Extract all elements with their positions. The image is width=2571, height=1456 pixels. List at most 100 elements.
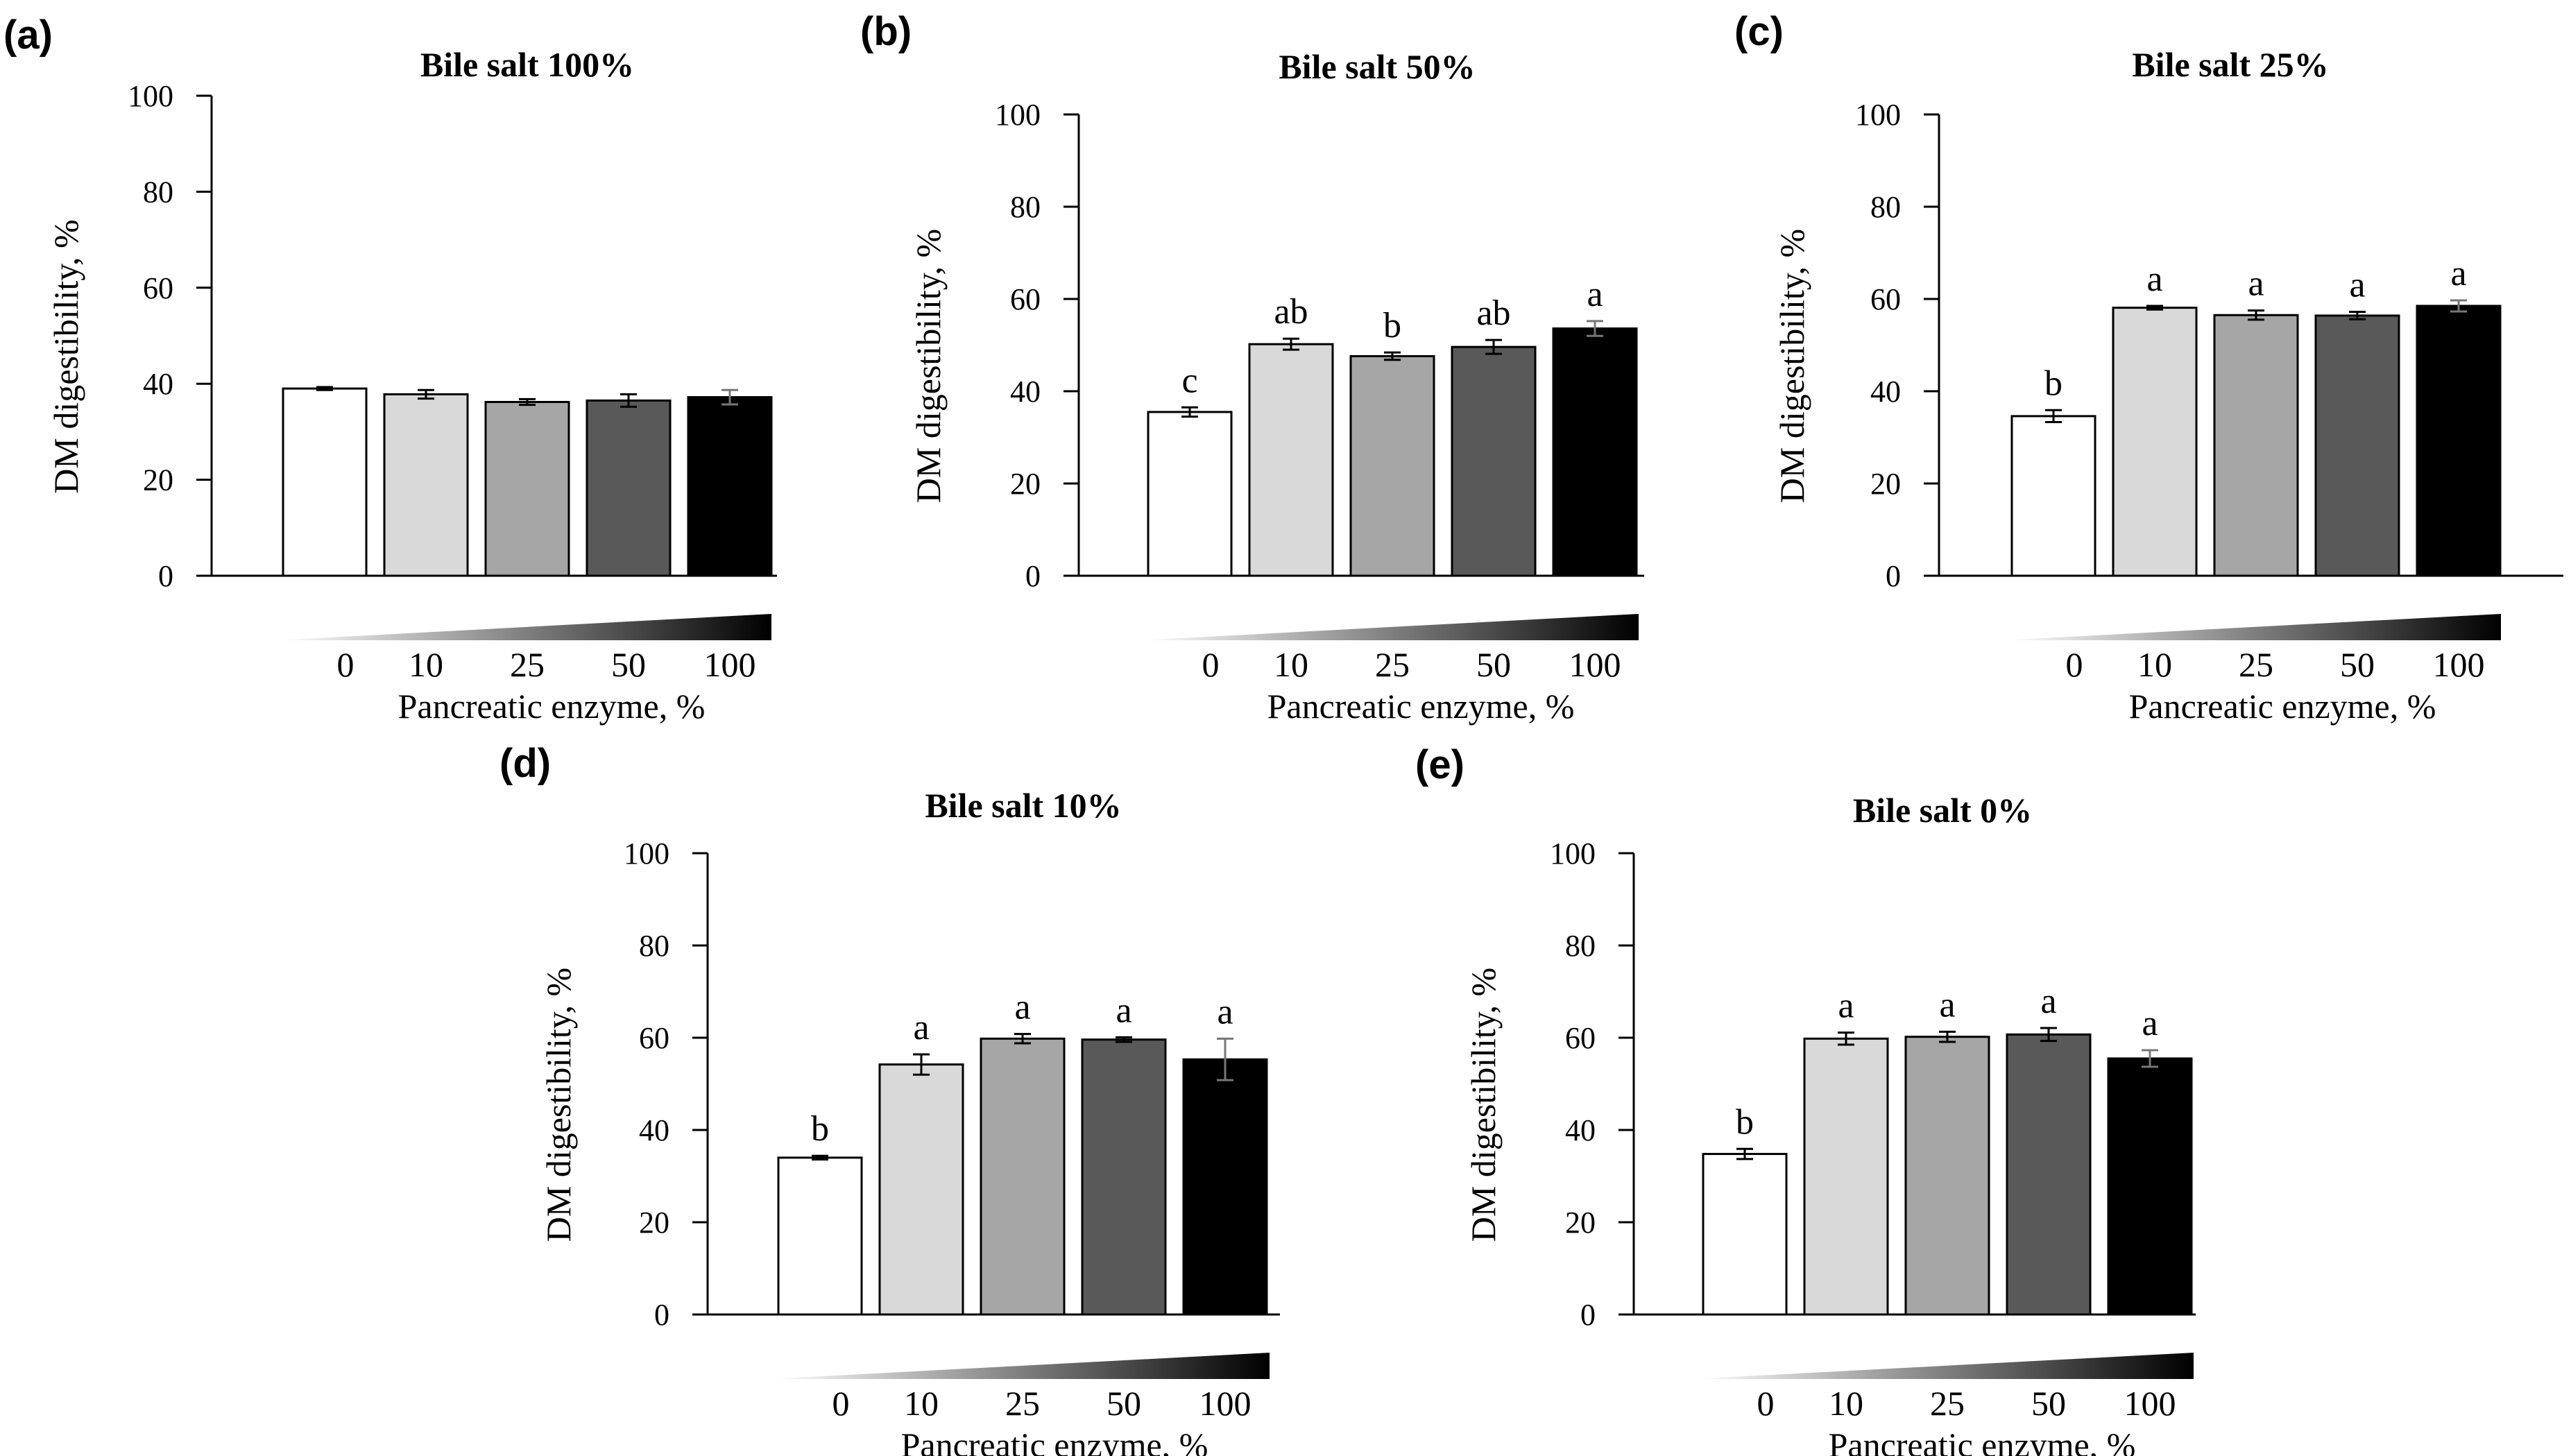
bar: [687, 396, 773, 577]
chart-title: Bile salt 25%: [2132, 45, 2328, 84]
y-tick-label: 100: [1855, 98, 1901, 132]
y-tick-label: 20: [143, 463, 173, 497]
significance-label: ab: [1476, 293, 1510, 333]
x-category-label: 50: [2031, 1384, 2066, 1423]
bar: [1182, 1058, 1268, 1316]
bar: [1552, 327, 1638, 577]
bar: [1702, 1153, 1788, 1316]
bar: [1451, 345, 1537, 577]
bar: [2416, 305, 2502, 577]
bar: [2213, 314, 2299, 577]
y-axis-label: DM digestibility, %: [909, 229, 948, 503]
x-axis-label: Pancreatic enzyme, %: [2129, 687, 2436, 726]
y-tick-label: 80: [1565, 929, 1596, 963]
x-category-label: 10: [1274, 645, 1308, 684]
y-tick-label: 60: [639, 1021, 669, 1055]
y-axis-label: DM digestibility, %: [46, 219, 85, 493]
y-tick-label: 80: [1010, 190, 1041, 224]
y-tick-label: 0: [1886, 559, 1901, 593]
x-category-label: 100: [1199, 1384, 1252, 1423]
significance-label: a: [2146, 259, 2162, 299]
chart-title: Bile salt 0%: [1853, 791, 2032, 830]
significance-label: a: [2248, 264, 2264, 304]
x-category-label: 0: [832, 1384, 850, 1423]
significance-label: b: [2044, 363, 2062, 403]
enzyme-gradient-wedge: [277, 614, 771, 640]
x-category-label: 10: [409, 645, 443, 684]
bar: [1349, 354, 1435, 577]
bar: [1803, 1037, 1889, 1316]
significance-label: ab: [1274, 292, 1308, 332]
y-tick-label: 0: [1580, 1298, 1596, 1332]
enzyme-gradient-wedge: [2004, 614, 2501, 640]
x-category-label: 100: [704, 645, 756, 684]
x-category-label: 0: [337, 645, 355, 684]
y-tick-label: 0: [1025, 559, 1041, 593]
y-tick-label: 100: [995, 98, 1041, 132]
bar: [2010, 415, 2096, 577]
bar: [1147, 411, 1233, 577]
bar: [2314, 314, 2400, 577]
chart-title: Bile salt 100%: [420, 45, 634, 84]
y-tick-label: 40: [1565, 1113, 1596, 1147]
x-category-label: 50: [1107, 1384, 1141, 1423]
significance-label: a: [1014, 988, 1030, 1027]
enzyme-gradient-wedge: [1693, 1353, 2194, 1379]
y-tick-label: 100: [1550, 837, 1596, 871]
significance-label: a: [2349, 266, 2365, 305]
x-category-label: 50: [2340, 645, 2375, 684]
panel-letter: (c): [1734, 9, 1784, 54]
x-category-label: 10: [904, 1384, 939, 1423]
significance-label: b: [1383, 306, 1401, 345]
bar: [1904, 1036, 1990, 1316]
y-tick-label: 0: [158, 559, 173, 593]
bar: [383, 393, 469, 577]
y-tick-label: 100: [624, 837, 669, 871]
y-tick-label: 60: [1010, 282, 1041, 316]
bar: [282, 387, 368, 577]
panel-letter: (b): [860, 9, 912, 54]
x-category-label: 100: [2433, 645, 2485, 684]
y-tick-label: 40: [1010, 375, 1041, 409]
bar: [878, 1063, 964, 1316]
significance-label: b: [1736, 1102, 1754, 1142]
bar: [2006, 1033, 2092, 1316]
y-tick-label: 0: [654, 1298, 669, 1332]
x-category-label: 25: [2239, 645, 2273, 684]
significance-label: a: [1217, 992, 1233, 1031]
x-category-label: 50: [611, 645, 646, 684]
x-category-label: 25: [1375, 645, 1410, 684]
x-category-label: 10: [2137, 645, 2172, 684]
x-category-label: 0: [1757, 1384, 1775, 1423]
enzyme-gradient-wedge: [1141, 614, 1639, 640]
y-tick-label: 20: [639, 1206, 669, 1240]
x-category-label: 10: [1829, 1384, 1863, 1423]
y-tick-label: 40: [639, 1113, 669, 1147]
y-axis-label: DM digestibility, %: [1464, 968, 1503, 1242]
bar: [2107, 1057, 2193, 1316]
y-tick-label: 80: [1870, 190, 1901, 224]
significance-label: a: [913, 1008, 929, 1047]
x-category-label: 25: [1930, 1384, 1965, 1423]
x-axis-label: Pancreatic enzyme, %: [901, 1425, 1208, 1456]
x-axis-label: Pancreatic enzyme, %: [398, 687, 706, 726]
x-category-label: 0: [1202, 645, 1220, 684]
bar: [586, 399, 672, 577]
significance-label: a: [1116, 991, 1131, 1030]
y-axis-label: DM digestibility, %: [539, 968, 578, 1242]
panel-letter: (d): [499, 741, 551, 786]
enzyme-gradient-wedge: [770, 1353, 1270, 1379]
panel-letter: (e): [1415, 742, 1464, 787]
bar: [980, 1037, 1066, 1316]
x-category-label: 0: [2066, 645, 2083, 684]
x-category-label: 25: [510, 645, 545, 684]
y-tick-label: 40: [1870, 375, 1901, 409]
significance-label: a: [2040, 982, 2056, 1021]
x-axis-label: Pancreatic enzyme, %: [1829, 1425, 2136, 1456]
significance-label: c: [1181, 361, 1197, 400]
